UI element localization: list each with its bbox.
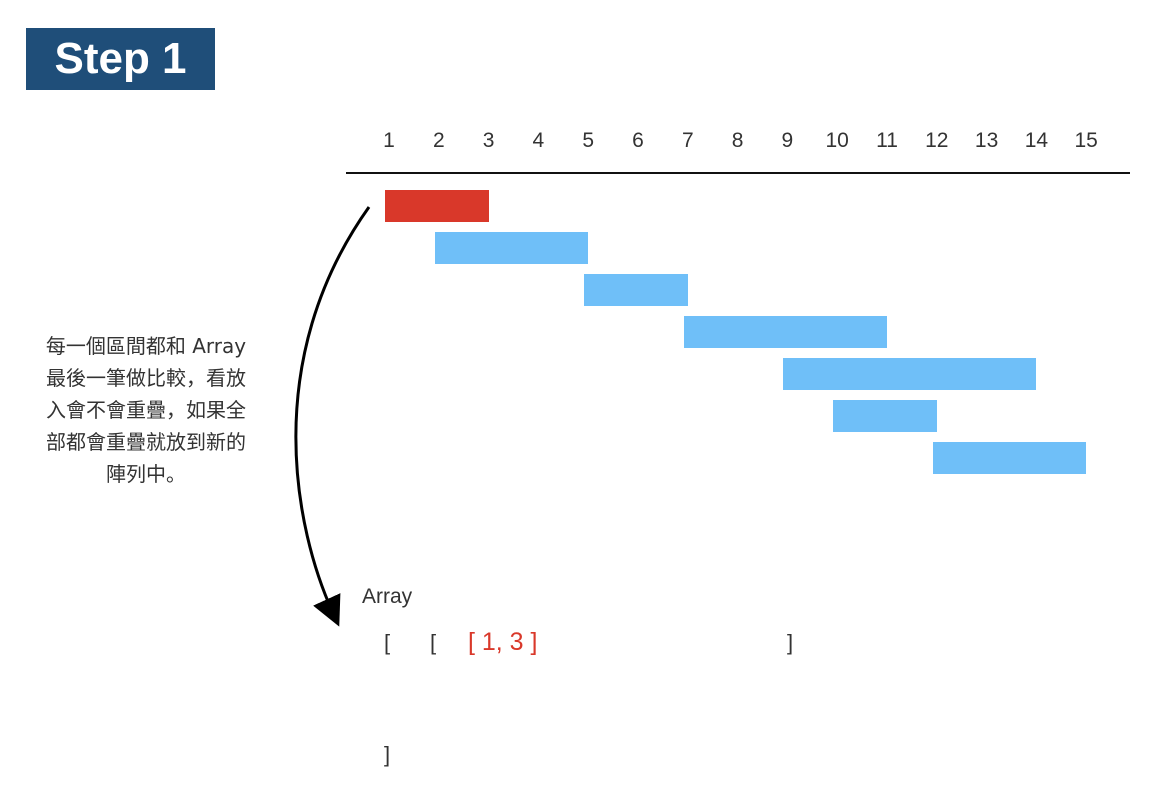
tick-label: 8: [731, 129, 744, 152]
inner-close-bracket: ]: [787, 630, 794, 655]
tick-label: 10: [825, 129, 849, 152]
caption-line: 入會不會重疊，如果全: [46, 398, 246, 422]
tick-label: 11: [876, 129, 898, 152]
caption-line: 部都會重疊就放到新的: [46, 430, 246, 454]
caption-line: 陣列中。: [106, 462, 186, 486]
tick-label: 15: [1074, 129, 1098, 152]
interval-bar: [783, 358, 1037, 390]
interval-bar: [683, 316, 887, 348]
outer-open-bracket: [: [384, 630, 391, 655]
tick-label: 7: [681, 129, 694, 152]
tick-label: 3: [482, 129, 495, 152]
interval-bar: [584, 274, 688, 306]
explanation-text: 每一個區間都和 Array 最後一筆做比較，看放 入會不會重疊，如果全 部都會重…: [24, 330, 268, 490]
axis-line: [346, 172, 1130, 174]
interval-bar: [833, 400, 937, 432]
tick-label: 2: [432, 129, 445, 152]
caption-line: 最後一筆做比較，看放: [46, 366, 246, 390]
interval-bar: [932, 442, 1087, 474]
tick-label: 13: [974, 129, 999, 152]
inner-open-bracket: [: [430, 630, 437, 655]
tick-label: 5: [582, 129, 595, 152]
interval-bar: [434, 232, 589, 264]
tick-label: 6: [632, 129, 644, 152]
array-label: Array: [362, 585, 413, 608]
tick-label: 4: [532, 129, 545, 152]
outer-close-bracket: ]: [384, 742, 391, 767]
tick-label: 1: [383, 129, 395, 152]
step-title: Step 1: [26, 28, 215, 90]
current-interval-bar: [385, 190, 489, 222]
caption-line: 每一個區間都和 Array: [45, 334, 247, 358]
tick-label: 9: [781, 129, 794, 152]
tick-label: 12: [925, 129, 949, 152]
tick-label: 14: [1024, 129, 1049, 152]
current-interval-entry: [ 1, 3 ]: [468, 628, 538, 656]
